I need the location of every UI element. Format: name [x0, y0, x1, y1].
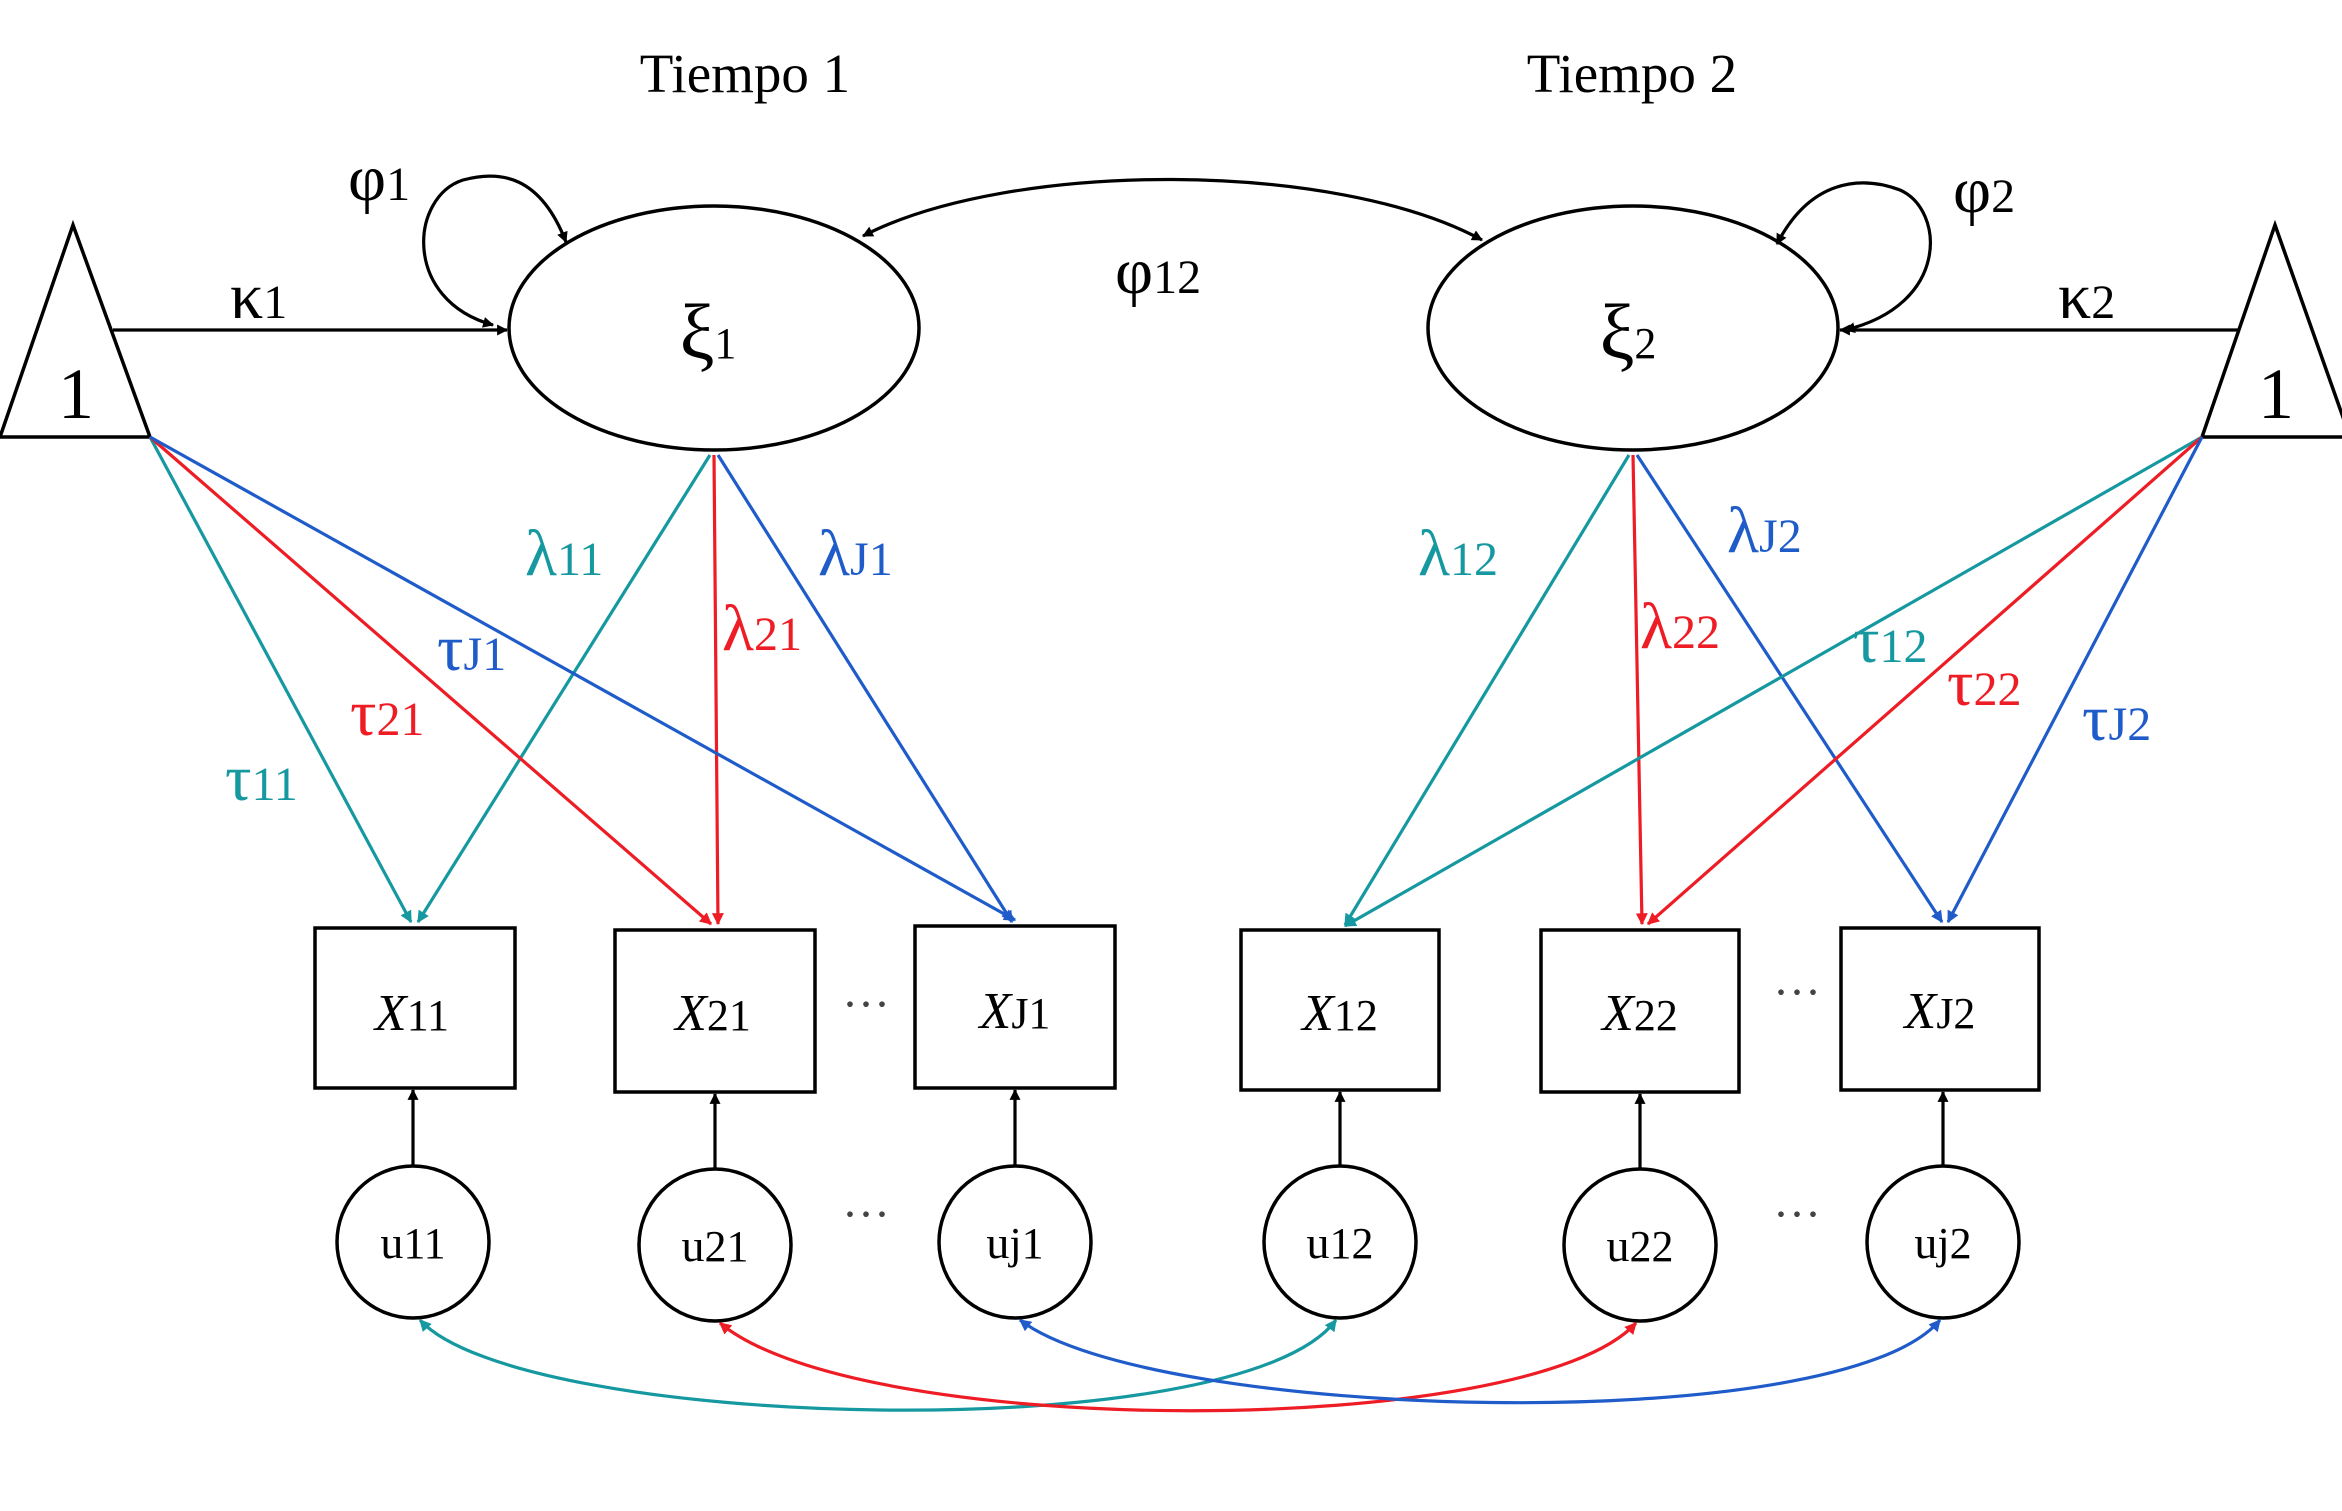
threshold-path-21 — [148, 435, 713, 926]
ellipsis-observed-t1: ··· — [842, 978, 890, 1031]
observed-label-x12: X12 — [1300, 985, 1378, 1042]
tauJ1-label: τJ1 — [437, 612, 506, 685]
lambda21-label: λ21 — [722, 592, 802, 665]
threshold-path-22 — [1646, 435, 2204, 926]
observed-box-xJ2 — [1839, 926, 2041, 1092]
threshold-path-J2 — [1946, 436, 2204, 924]
observed-label-xJ2: XJ2 — [1903, 983, 1976, 1040]
observed-box-xJ1 — [913, 924, 1117, 1090]
phi1-label: φ1 — [348, 142, 410, 215]
observed-box-x11 — [313, 926, 517, 1090]
kappa1-label: κ1 — [230, 260, 287, 333]
error-label-u11: u11 — [380, 1217, 445, 1268]
latent-factor-xi1 — [507, 204, 921, 452]
threshold-path-J1 — [149, 435, 1017, 922]
tau22-label: τ22 — [1947, 647, 2022, 720]
intercept-triangle-left — [0, 219, 153, 439]
observed-label-x21: X21 — [673, 985, 751, 1042]
lambdaJ2-label: λJ2 — [1727, 494, 1802, 567]
loading-path-21 — [711, 454, 724, 926]
error-label-u21: u21 — [682, 1220, 749, 1271]
phi2-label: φ2 — [1953, 154, 2015, 227]
error-covariance-J — [1019, 1318, 1942, 1405]
factor-covariance — [862, 177, 1483, 242]
latent-label-xi1: ξ1 — [680, 288, 737, 375]
error-covariance-1 — [418, 1318, 1338, 1412]
observed-label-x11: X11 — [373, 985, 449, 1042]
loading-path-22 — [1631, 454, 1648, 926]
error-covariance-2 — [718, 1321, 1638, 1413]
loading-path-12 — [1343, 454, 1631, 927]
tau12-label: τ12 — [1853, 604, 1928, 677]
threshold-path-11 — [148, 436, 413, 924]
latent-label-xi2: ξ2 — [1600, 288, 1657, 375]
lambda11-label: λ11 — [525, 517, 603, 590]
lambda22-label: λ22 — [1640, 590, 1720, 663]
time2-title: Tiempo 2 — [1527, 43, 1737, 104]
loading-path-J2 — [1635, 454, 1944, 924]
error-label-uj2: uj2 — [1914, 1217, 1971, 1268]
ellipsis-errors-t2: ··· — [1773, 1188, 1821, 1241]
tauJ2-label: τJ2 — [2082, 682, 2151, 755]
observed-label-xJ1: XJ1 — [978, 983, 1051, 1040]
intercept-label-left: 1 — [58, 354, 94, 434]
observed-box-x21 — [613, 928, 817, 1094]
threshold-path-12 — [1343, 435, 2203, 928]
phi12-label: φ12 — [1115, 235, 1201, 308]
observed-box-x22 — [1539, 928, 1741, 1094]
lambda12-label: λ12 — [1418, 517, 1498, 590]
time1-title: Tiempo 1 — [640, 43, 850, 104]
kappa2-label: κ2 — [2058, 260, 2115, 333]
loading-path-11 — [416, 454, 712, 924]
ellipsis-errors-t1: ··· — [842, 1188, 890, 1241]
observed-box-x12 — [1239, 928, 1441, 1092]
tau21-label: τ21 — [350, 677, 425, 750]
lambdaJ1-label: λJ1 — [818, 517, 893, 590]
ellipsis-observed-t2: ··· — [1773, 966, 1821, 1019]
error-label-u12: u12 — [1307, 1217, 1374, 1268]
error-label-u22: u22 — [1607, 1220, 1674, 1271]
observed-label-x22: X22 — [1600, 985, 1678, 1042]
loading-path-J1 — [716, 454, 1014, 924]
tau11-label: τ11 — [225, 742, 298, 815]
variance-loop-xi2 — [1775, 181, 1932, 334]
intercept-label-right: 1 — [2258, 354, 2294, 434]
error-label-uj1: uj1 — [986, 1217, 1043, 1268]
intercept-triangle-right — [2199, 219, 2342, 439]
variance-loop-xi1 — [422, 174, 568, 328]
